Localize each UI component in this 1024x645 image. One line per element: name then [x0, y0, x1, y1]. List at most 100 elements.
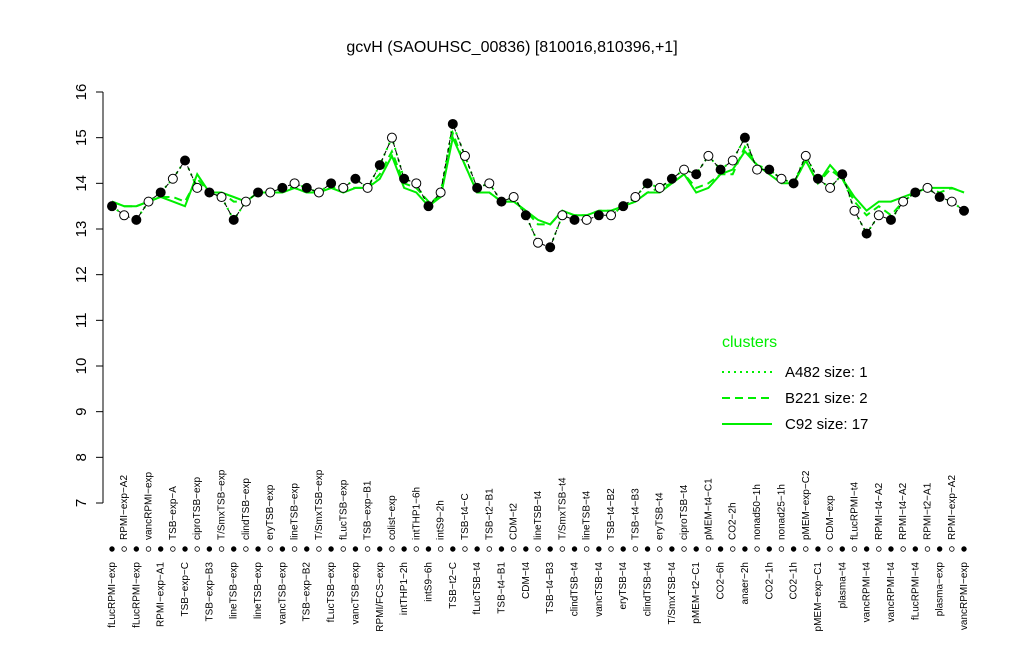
- point: [435, 187, 446, 198]
- point: [776, 173, 787, 184]
- point: [119, 210, 130, 221]
- rug-dot: [547, 546, 553, 552]
- x-tick-label: ciproTSB−exp: [192, 476, 203, 540]
- x-tick-label: fLucTSB−exp: [326, 562, 337, 623]
- x-tick-label: vancRPMI−t4: [862, 562, 873, 623]
- x-tick-label: lineTSB−exp: [229, 562, 240, 619]
- point: [386, 132, 397, 143]
- point: [533, 237, 543, 248]
- point: [618, 201, 629, 212]
- x-tick-label: CO2−6h: [716, 562, 727, 600]
- point: [934, 192, 945, 203]
- x-tick-label: clindTSB−t4: [570, 562, 581, 617]
- rug-dot: [863, 546, 870, 552]
- point: [107, 201, 117, 212]
- x-tick-label: RPMI−exp−A2: [119, 475, 130, 540]
- x-tick-label: CDM−t4: [521, 562, 532, 599]
- y-tick-label: 10: [73, 358, 90, 375]
- rug-dot: [876, 546, 882, 552]
- rug-dot: [742, 546, 748, 552]
- x-tick-label: nonad25−1h: [776, 484, 787, 540]
- rug-dot: [693, 546, 699, 552]
- point: [739, 132, 750, 143]
- point: [289, 178, 300, 189]
- rug-dot: [413, 546, 419, 552]
- rug-dot: [888, 546, 894, 552]
- x-tick-label: intS9−6h: [423, 562, 434, 602]
- point: [922, 182, 933, 193]
- legend-label: B221 size: 2: [785, 390, 868, 407]
- point: [265, 187, 276, 198]
- point: [411, 178, 422, 189]
- x-tick-label: T/SmxTSB−t4: [557, 477, 568, 540]
- rug-dot: [377, 546, 383, 552]
- x-tick-label: fLucRPMI−t4: [849, 481, 860, 540]
- x-tick-label: pMEM−t2−C1: [691, 562, 702, 624]
- x-tick-label: plasma−t4: [837, 562, 848, 609]
- rug-dot: [218, 546, 225, 552]
- rug-dot: [170, 546, 176, 552]
- x-tick-label: RPMI−exp−A1: [156, 562, 167, 627]
- x-tick-label: nonad50−1h: [752, 484, 763, 540]
- point: [581, 214, 592, 225]
- x-tick-label: lineTSB−exp: [290, 483, 301, 540]
- x-tick-label: TSB−exp−C: [180, 562, 191, 616]
- expression-line: [111, 122, 965, 248]
- rug-dot: [425, 546, 432, 552]
- rug-dot: [827, 546, 833, 552]
- rug-dot: [790, 546, 797, 552]
- rug-dot: [182, 546, 188, 552]
- point: [508, 192, 519, 203]
- rug-dot: [730, 546, 736, 552]
- x-tick-label: pMEM−t4−C1: [703, 478, 714, 540]
- x-tick-label: TSB−exp−B3: [204, 562, 215, 622]
- point: [399, 173, 410, 184]
- rug-dot: [304, 546, 310, 552]
- x-tick-label: RPMI−t2−A1: [922, 482, 933, 540]
- cluster-line: [111, 120, 965, 249]
- x-tick-label: RPMI/FCS−exp: [375, 562, 386, 632]
- point: [752, 164, 763, 175]
- rug-dot: [644, 546, 651, 552]
- x-tick-label: fLucRPMI−exp: [131, 562, 142, 628]
- rug-dot: [681, 546, 687, 552]
- point: [800, 150, 811, 161]
- point: [338, 182, 349, 193]
- x-tick-label: TSB−exp−B1: [363, 480, 374, 540]
- rug-dot: [657, 546, 663, 552]
- point: [666, 173, 677, 184]
- point: [326, 178, 337, 189]
- point: [837, 169, 848, 180]
- point: [192, 182, 203, 193]
- point: [642, 178, 653, 189]
- rug-dot: [486, 546, 493, 552]
- rug-dot: [961, 546, 967, 552]
- x-tick-label: ciproTSB−t4: [679, 484, 690, 540]
- point: [167, 173, 178, 184]
- rug-dot: [523, 546, 529, 552]
- x-tick-label: CO2−2h: [728, 502, 739, 540]
- rug-dot: [498, 546, 505, 552]
- x-tick-label: TSB−t4−B2: [606, 488, 617, 540]
- rug-dot: [231, 546, 237, 552]
- rug-dot: [255, 546, 261, 552]
- y-tick-label: 16: [73, 84, 90, 101]
- rug-dot: [401, 546, 407, 552]
- point: [131, 214, 142, 225]
- rug-dot: [474, 546, 480, 552]
- legend-label: C92 size: 17: [785, 416, 868, 433]
- x-tick-label: TSB−t4−C: [460, 493, 471, 540]
- x-tick-label: eryTSB−t4: [655, 492, 666, 540]
- x-tick-label: lineTSB−exp: [253, 562, 264, 619]
- x-tick-label: fLucTSB−t4: [472, 562, 483, 615]
- point: [910, 187, 921, 198]
- point: [520, 210, 531, 221]
- rug-dot: [717, 546, 724, 552]
- y-tick-label: 14: [73, 175, 90, 192]
- rug-dot: [815, 546, 821, 552]
- rug-dot: [109, 546, 115, 552]
- legend-title: clusters: [722, 334, 777, 351]
- rug-dot: [900, 546, 906, 552]
- x-tick-label: intS9−2h: [436, 500, 447, 540]
